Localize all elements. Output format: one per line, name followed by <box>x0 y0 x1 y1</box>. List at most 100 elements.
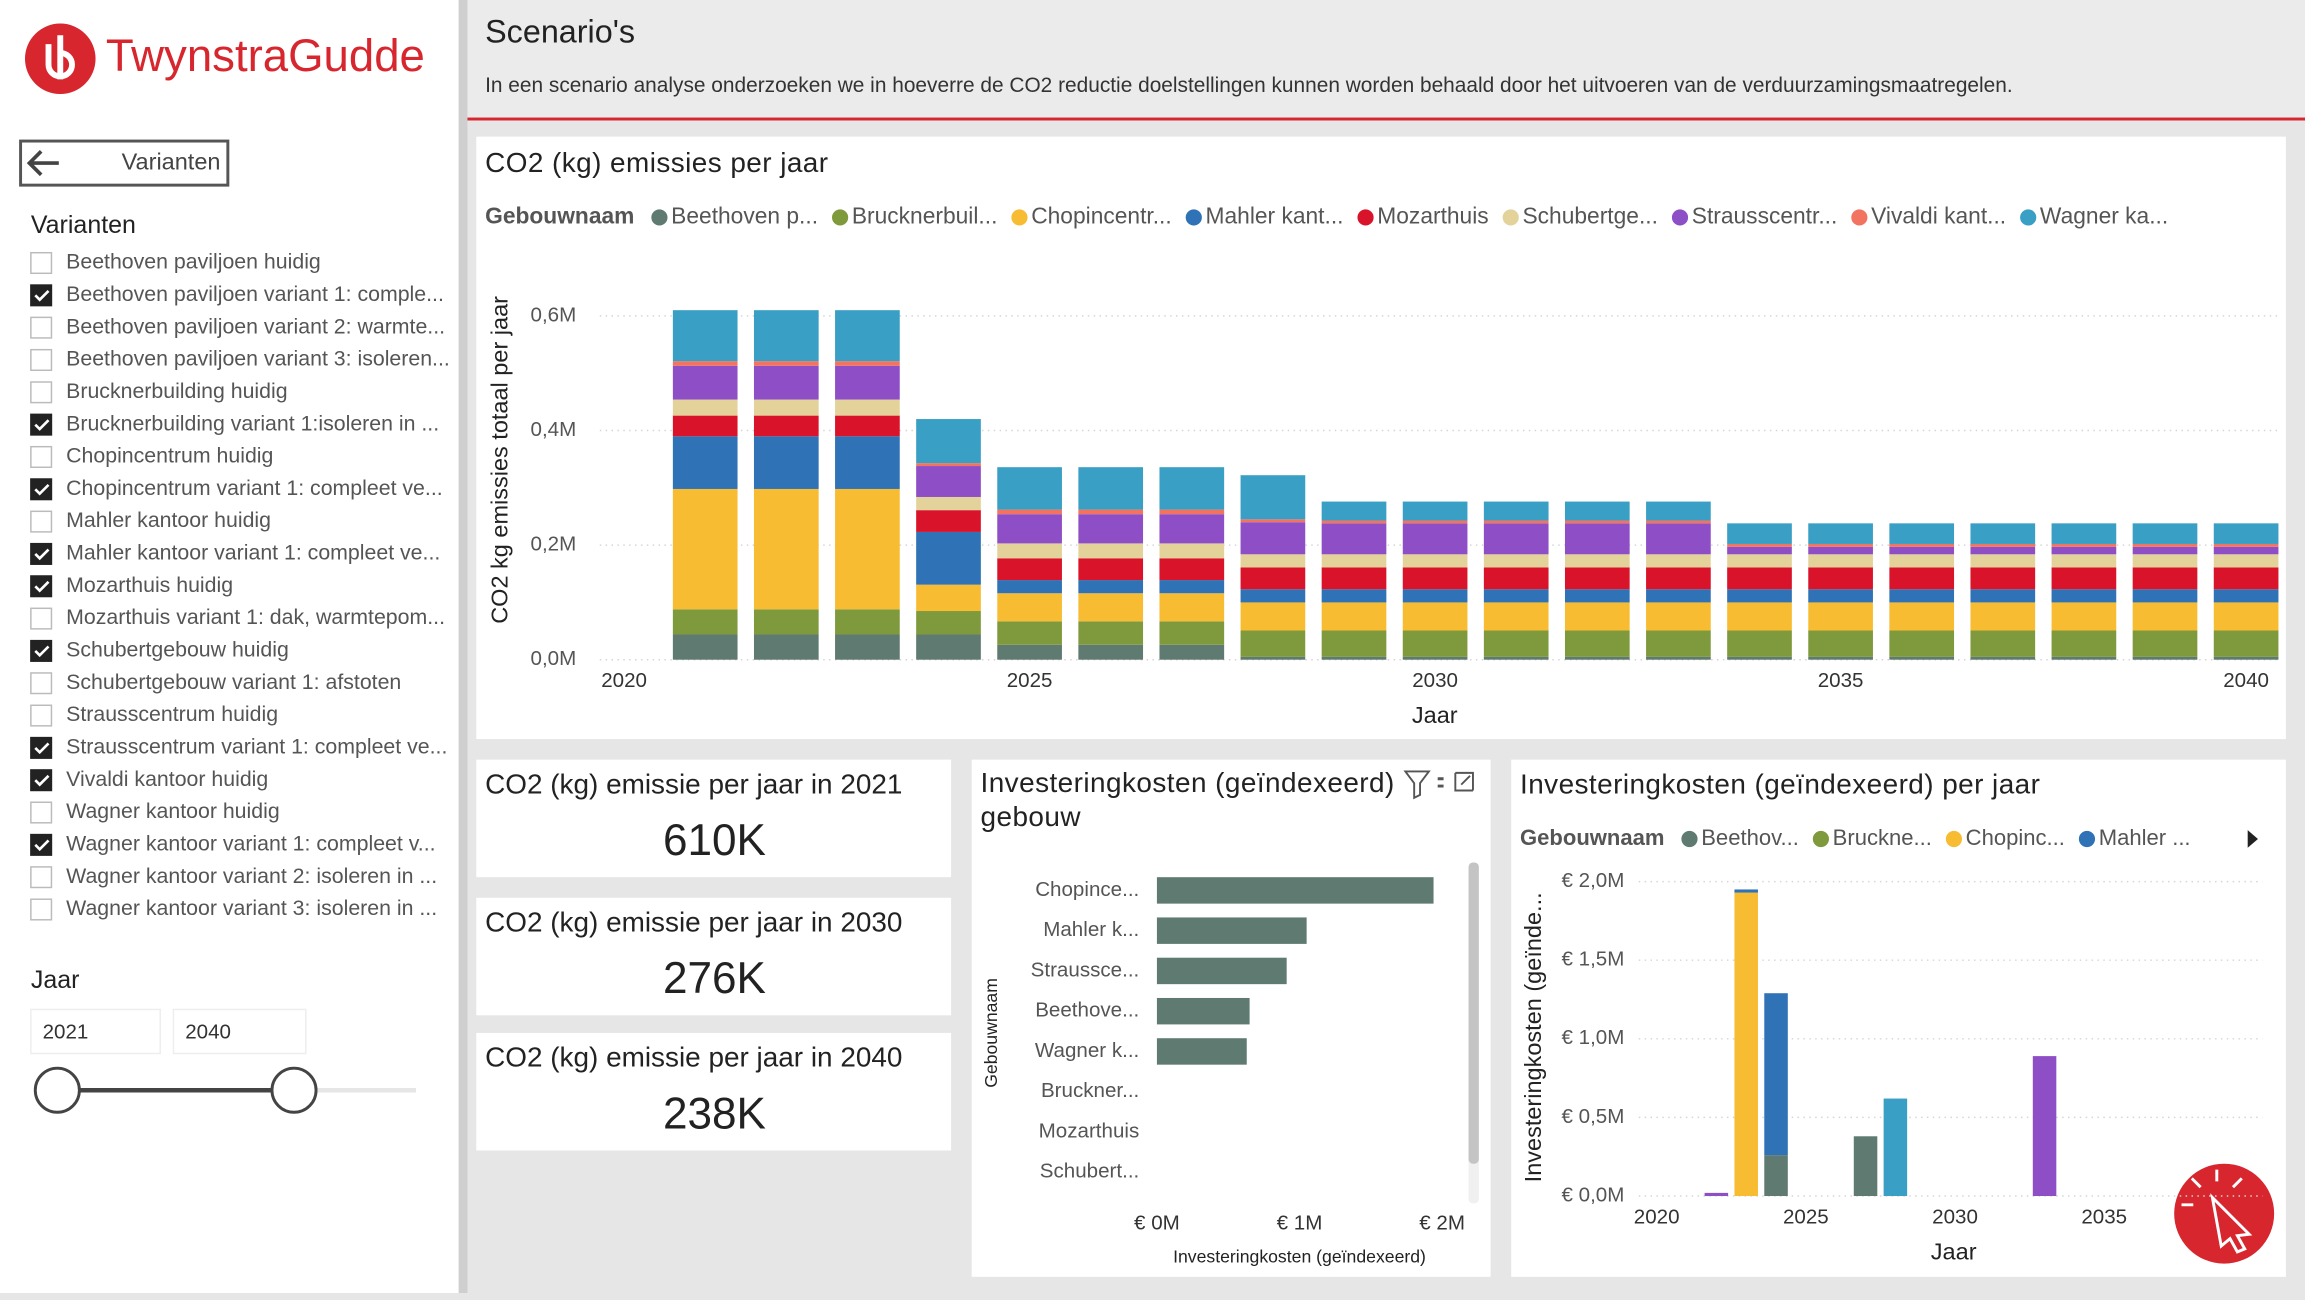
bar-segment <box>1078 514 1144 544</box>
slicer-item[interactable]: Mahler kantoor variant 1: compleet ve... <box>66 541 440 565</box>
legend-label[interactable]: Chopinc... <box>1966 825 2065 850</box>
checkbox[interactable] <box>30 251 53 275</box>
year-input[interactable] <box>172 1008 307 1055</box>
slicer-item[interactable]: Beethoven paviljoen huidig <box>66 250 321 274</box>
bar-segment <box>1970 543 2036 547</box>
more-icon[interactable] <box>1437 777 1444 788</box>
year-input[interactable] <box>30 1008 161 1055</box>
legend-swatch <box>651 209 668 226</box>
legend-label[interactable]: Beethoven p... <box>671 202 818 228</box>
slicer-item[interactable]: Schubertgebouw huidig <box>66 638 289 662</box>
y-tick-label: € 1,0M <box>1561 1026 1624 1049</box>
legend-label[interactable]: Mozarthuis <box>1377 202 1488 228</box>
bar-segment <box>1240 475 1306 520</box>
slicer-item[interactable]: Beethoven paviljoen variant 1: comple... <box>66 282 444 306</box>
slicer-item[interactable]: Wagner kantoor variant 3: isoleren in ..… <box>66 896 437 920</box>
slicer-item[interactable]: Mozarthuis variant 1: dak, warmtepom... <box>66 605 445 629</box>
checkbox[interactable] <box>30 381 53 404</box>
legend-next[interactable] <box>2247 830 2258 848</box>
slicer-item[interactable]: Brucknerbuilding huidig <box>66 379 287 403</box>
legend-swatch <box>1851 209 1868 226</box>
checkbox[interactable] <box>30 639 53 662</box>
visual-icons[interactable] <box>1396 766 1485 803</box>
focus-icon[interactable] <box>1454 771 1474 792</box>
checkmark <box>34 839 50 852</box>
slicer-item[interactable]: Mozarthuis huidig <box>66 573 233 597</box>
bar-segment <box>1734 889 1758 893</box>
legend-label[interactable]: Mahler ... <box>2099 825 2191 850</box>
y-tick-label: Bruckner... <box>1041 1079 1139 1102</box>
bar-segment <box>2132 546 2198 555</box>
checkbox[interactable] <box>30 316 53 339</box>
checkbox[interactable] <box>30 833 53 856</box>
checkbox[interactable] <box>30 672 53 695</box>
slicer-item[interactable]: Vivaldi kantoor huidig <box>66 767 268 791</box>
bar-segment <box>1727 567 1792 590</box>
checkbox[interactable] <box>30 769 53 792</box>
checkbox[interactable] <box>30 284 53 307</box>
action-button[interactable] <box>2174 1163 2275 1264</box>
slicer-item[interactable]: Brucknerbuilding variant 1:isoleren in .… <box>66 411 439 435</box>
bar-segment <box>1240 567 1306 590</box>
slicer-item[interactable]: Chopincentrum huidig <box>66 444 273 468</box>
legend-label[interactable]: Mahler kant... <box>1206 202 1344 228</box>
slider-thumb[interactable] <box>270 1066 318 1114</box>
slicer-item[interactable]: Schubertgebouw variant 1: afstoten <box>66 670 401 694</box>
slicer-item[interactable]: Wagner kantoor variant 2: isoleren in ..… <box>66 864 437 888</box>
bar-segment <box>2213 543 2279 547</box>
page-header <box>467 0 2305 118</box>
checkbox[interactable] <box>30 478 53 501</box>
bar-segment <box>1734 892 1758 1197</box>
checkbox[interactable] <box>30 801 53 824</box>
bar-segment <box>1764 993 1788 1156</box>
slicer-item[interactable]: Beethoven paviljoen variant 3: isoleren.… <box>66 347 450 371</box>
x-tick-label: 2040 <box>2223 669 2269 692</box>
bar-segment <box>1646 589 1711 603</box>
back-label[interactable]: Varianten <box>122 148 221 174</box>
slicer-item[interactable]: Chopincentrum variant 1: compleet ve... <box>66 476 443 500</box>
legend-label[interactable]: Brucknerbuil... <box>852 202 998 228</box>
checkbox[interactable] <box>30 898 53 921</box>
filter-icon[interactable] <box>1403 770 1431 800</box>
legend-label[interactable]: Schubertge... <box>1522 202 1657 228</box>
year-from[interactable]: 2021 <box>43 1020 89 1043</box>
checkbox[interactable] <box>30 736 53 759</box>
checkbox[interactable] <box>30 348 53 372</box>
slicer-item[interactable]: Beethoven paviljoen variant 2: warmte... <box>66 314 445 338</box>
bar-segment <box>1483 554 1549 568</box>
checkbox[interactable] <box>30 542 53 565</box>
slicer-item[interactable]: Wagner kantoor variant 1: compleet v... <box>66 831 435 855</box>
slicer-item[interactable]: Strausscentrum huidig <box>66 702 278 726</box>
slicer-item[interactable]: Wagner kantoor huidig <box>66 799 280 823</box>
checkbox[interactable] <box>30 607 53 630</box>
legend-label[interactable]: Vivaldi kant... <box>1871 202 2006 228</box>
y-tick-label: 0,0M <box>531 647 577 670</box>
checkbox[interactable] <box>30 575 53 598</box>
checkbox[interactable] <box>30 866 53 889</box>
legend-swatch <box>2078 830 2096 848</box>
bar-segment <box>2051 543 2117 547</box>
checkbox[interactable] <box>30 413 53 436</box>
checkbox[interactable] <box>30 445 53 468</box>
checkbox[interactable] <box>30 704 53 727</box>
slicer-item[interactable]: Strausscentrum variant 1: compleet ve... <box>66 735 447 759</box>
legend-swatch <box>1681 830 1698 848</box>
legend-label[interactable]: Strausscentr... <box>1692 202 1838 228</box>
legend-label[interactable]: Beethov... <box>1701 825 1799 850</box>
bar-segment <box>753 634 819 660</box>
scrollbar-thumb[interactable] <box>1468 862 1479 1164</box>
bar-segment <box>1808 546 1873 555</box>
slicer-item[interactable]: Mahler kantoor huidig <box>66 508 271 532</box>
bar-segment <box>1078 558 1144 581</box>
slider-thumb[interactable] <box>33 1066 81 1114</box>
bar-segment <box>1240 589 1306 603</box>
bar-segment <box>1159 621 1225 645</box>
checkbox[interactable] <box>30 510 53 533</box>
legend-label[interactable]: Wagner ka... <box>2040 202 2168 228</box>
legend-label[interactable]: Bruckne... <box>1833 825 1932 850</box>
legend-label[interactable]: Chopincentr... <box>1031 202 1172 228</box>
year-to[interactable]: 2040 <box>185 1020 231 1043</box>
bar-segment <box>2051 546 2117 555</box>
bar-segment <box>1402 567 1468 590</box>
checkmark <box>34 289 50 302</box>
